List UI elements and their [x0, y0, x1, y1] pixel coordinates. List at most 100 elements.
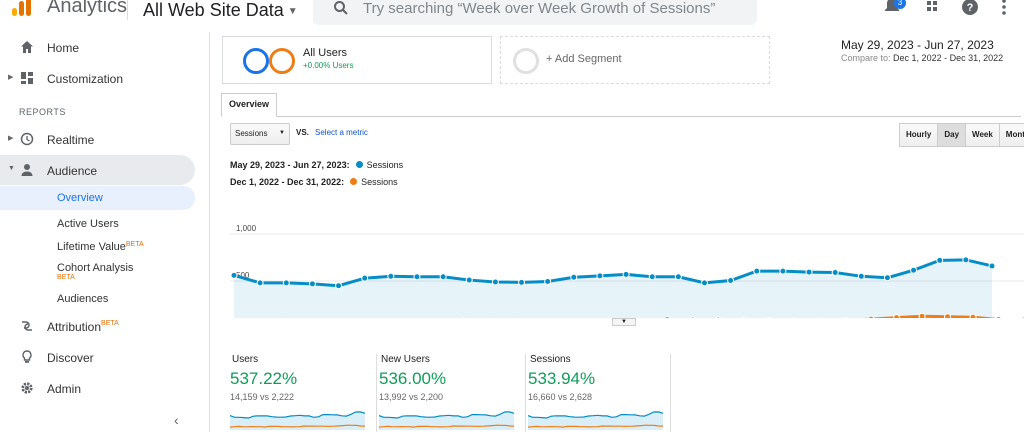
scorecard-users[interactable]: Users 537.22% 14,159 vs 2,222 [228, 354, 373, 432]
sidebar-item-realtime[interactable]: ▶ Realtime [0, 124, 195, 154]
data-point[interactable] [893, 314, 901, 318]
data-point[interactable] [648, 273, 656, 281]
legend-dot-blue-icon [355, 161, 363, 168]
data-point[interactable] [544, 277, 552, 285]
data-point[interactable] [387, 272, 395, 280]
sidebar-label: Realtime [47, 133, 95, 147]
sidebar-subitem-lifetime-value[interactable]: Lifetime ValueBETA [57, 241, 144, 253]
tab-bar: Overview [221, 93, 1021, 117]
data-point[interactable] [664, 316, 671, 318]
search-bar[interactable]: Try searching “Week over Week Growth of … [313, 0, 757, 25]
sidebar-item-admin[interactable]: Admin [0, 373, 195, 403]
segment-all-users[interactable]: All Users +0.00% Users [222, 36, 492, 84]
data-point[interactable] [753, 267, 761, 275]
data-point[interactable] [335, 282, 343, 290]
help-icon[interactable]: ? [960, 0, 980, 17]
scorecard-percent: 536.00% [379, 369, 447, 388]
data-point[interactable] [995, 316, 1002, 318]
sidebar-item-home[interactable]: Home [0, 32, 195, 62]
compare-range[interactable]: Compare to: Dec 1, 2022 - Dec 31, 2022 [841, 53, 1003, 63]
data-point[interactable] [256, 279, 264, 287]
data-point[interactable] [969, 313, 977, 318]
data-point[interactable] [465, 276, 473, 284]
more-vert-icon[interactable] [994, 0, 1014, 17]
data-point[interactable] [413, 273, 421, 281]
data-point[interactable] [570, 273, 578, 281]
beta-badge: BETA [57, 274, 75, 281]
scorecard-percent: 533.94% [528, 369, 596, 388]
data-point[interactable] [988, 262, 996, 270]
granularity-day-button[interactable]: Day [937, 123, 967, 147]
data-point[interactable] [230, 271, 238, 279]
data-point[interactable] [918, 312, 926, 318]
sidebar-sublabel: Overview [57, 192, 103, 204]
sparkline-area [528, 411, 663, 430]
granularity-month-button[interactable]: Month [998, 123, 1024, 147]
data-point[interactable] [282, 279, 290, 287]
top-bar: Analytics All Web Site Data ▼ Try searchi… [0, 0, 1024, 32]
data-point[interactable] [766, 316, 772, 318]
data-point[interactable] [715, 316, 722, 318]
data-point[interactable] [689, 316, 696, 318]
sidebar-subitem-overview[interactable]: Overview [0, 186, 195, 210]
data-point[interactable] [936, 256, 944, 264]
data-point[interactable] [518, 278, 526, 286]
segment-circle-orange-icon [269, 48, 295, 74]
sidebar-label: Audience [47, 164, 98, 178]
data-point[interactable] [622, 270, 630, 278]
property-selector[interactable]: All Web Site Data ▼ [143, 0, 298, 21]
granularity-hourly-button[interactable]: Hourly [899, 123, 939, 147]
sidebar-item-audience[interactable]: ▼ Audience [0, 155, 195, 185]
data-point[interactable] [700, 279, 708, 287]
sidebar-subitem-audiences[interactable]: Audiences [57, 293, 109, 305]
empty-segment-circle-icon [513, 48, 539, 74]
sidebar-subitem-active-users[interactable]: Active Users [57, 218, 119, 230]
sidebar-item-attribution[interactable]: AttributionBETA [0, 311, 195, 341]
data-point[interactable] [843, 316, 849, 318]
data-point[interactable] [910, 266, 918, 274]
scorecard-new-users[interactable]: New Users 536.00% 13,992 vs 2,200 [376, 354, 521, 432]
tab-overview[interactable]: Overview [221, 93, 278, 117]
data-point[interactable] [867, 315, 875, 318]
metric-dropdown[interactable]: Sessions ▼ [230, 123, 290, 145]
beta-badge: BETA [125, 241, 144, 248]
data-point[interactable] [727, 277, 735, 285]
data-point[interactable] [962, 256, 970, 264]
series-line [233, 258, 993, 288]
data-point[interactable] [1021, 316, 1024, 318]
data-point[interactable] [674, 273, 682, 281]
granularity-week-button[interactable]: Week [965, 123, 1000, 147]
analytics-logo[interactable] [12, 0, 34, 16]
app-name: Analytics [47, 0, 128, 17]
series-area [234, 259, 992, 318]
data-point[interactable] [831, 269, 839, 277]
data-point[interactable] [779, 267, 787, 275]
data-point[interactable] [439, 273, 447, 281]
data-point[interactable] [596, 272, 604, 280]
sidebar-subitem-cohort-analysis[interactable]: Cohort Analysis BETA [57, 263, 133, 283]
data-point[interactable] [857, 272, 865, 280]
select-metric-link[interactable]: Select a metric [315, 128, 368, 137]
metric-dropdown-value: Sessions [235, 129, 268, 138]
scorecard-sessions[interactable]: Sessions 533.94% 16,660 vs 2,628 [525, 354, 670, 432]
chart-resize-handle[interactable]: ▼ [612, 318, 636, 326]
scorecard-divider [670, 354, 671, 432]
caret-down-icon: ▼ [287, 5, 298, 17]
data-point[interactable] [361, 274, 369, 282]
data-point[interactable] [491, 278, 499, 286]
beta-badge: BETA [101, 320, 119, 327]
sidebar-item-discover[interactable]: Discover [0, 342, 195, 372]
data-point[interactable] [944, 313, 952, 318]
sparkline-series [230, 411, 365, 419]
data-point[interactable] [805, 268, 813, 276]
data-point[interactable] [308, 280, 316, 288]
sparkline-area [230, 411, 365, 430]
apps-grid-icon[interactable] [924, 0, 944, 18]
data-point[interactable] [741, 316, 747, 318]
notification-badge: 3 [894, 0, 906, 9]
date-range-picker[interactable]: May 29, 2023 - Jun 27, 2023 [841, 38, 994, 52]
data-point[interactable] [883, 274, 891, 282]
add-segment-button[interactable]: + Add Segment [500, 36, 770, 84]
sidebar-item-customization[interactable]: ▶ Customization [0, 63, 195, 93]
collapse-sidebar-chevron-icon[interactable]: ‹ [174, 412, 179, 428]
